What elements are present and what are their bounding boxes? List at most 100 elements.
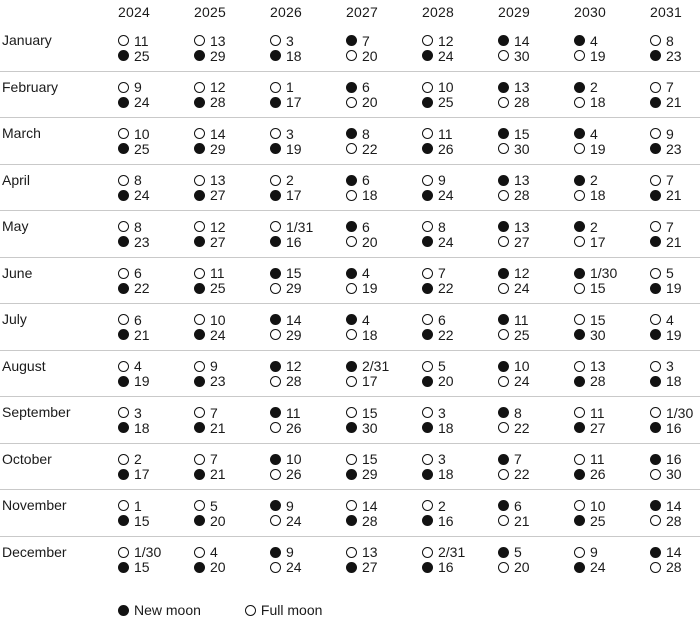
phase-date: 22 (134, 280, 150, 296)
full-moon-entry: 3 (422, 404, 494, 421)
month-label: June (2, 264, 33, 281)
phase-date: 3 (438, 404, 446, 421)
full-moon-entry: 9 (118, 79, 190, 95)
phase-cell: 15 29 (266, 265, 342, 304)
full-moon-icon (422, 500, 433, 511)
full-moon-entry: 2 (118, 451, 190, 467)
phase-date: 15 (362, 404, 378, 421)
new-moon-icon (574, 515, 585, 526)
phase-cell: 2 17 (266, 172, 342, 211)
phase-date: 9 (438, 172, 446, 188)
new-moon-icon (118, 50, 129, 61)
full-moon-entry: 13 (194, 172, 266, 188)
new-moon-entry: 24 (118, 187, 190, 203)
full-moon-entry: 6 (422, 312, 494, 328)
new-moon-entry: 30 (346, 420, 418, 436)
full-moon-entry: 9 (574, 544, 646, 560)
new-moon-icon (346, 128, 357, 139)
phase-cell: 7 21 (190, 451, 266, 490)
phase-cell: 6 18 (342, 172, 418, 211)
new-moon-entry: 5 (498, 544, 570, 560)
phase-date: 25 (210, 280, 226, 296)
new-moon-entry: 2 (574, 172, 646, 188)
full-moon-icon (498, 189, 509, 201)
full-moon-entry: 8 (118, 219, 190, 235)
phase-date: 13 (590, 358, 606, 374)
phase-date: 28 (666, 512, 682, 529)
new-moon-entry: 17 (270, 94, 342, 110)
phase-date: 20 (438, 373, 454, 389)
phase-date: 10 (210, 311, 226, 328)
full-moon-icon (346, 500, 357, 511)
new-moon-entry: 29 (346, 466, 418, 482)
phase-cell: 12 24 (418, 33, 494, 71)
new-moon-icon (650, 50, 661, 61)
full-moon-icon (194, 81, 205, 93)
phase-date: 27 (210, 187, 226, 203)
full-moon-entry: 18 (346, 187, 418, 203)
new-moon-icon (422, 422, 433, 433)
phase-cell: 13 29 (190, 33, 266, 71)
full-moon-icon (270, 174, 281, 186)
full-moon-entry: 12 (194, 219, 266, 235)
new-moon-icon (346, 174, 357, 186)
full-moon-icon (118, 546, 129, 558)
full-moon-entry: 1/30 (118, 544, 190, 560)
new-moon-icon (194, 329, 205, 340)
new-moon-icon (422, 189, 433, 201)
new-moon-icon (270, 50, 281, 61)
phase-date: 8 (134, 172, 142, 188)
phase-cell: 7 22 (418, 265, 494, 304)
new-moon-icon (118, 604, 129, 616)
full-moon-entry: 13 (194, 33, 266, 49)
new-moon-icon (346, 81, 357, 93)
full-moon-icon (574, 143, 585, 154)
phase-date: 18 (286, 47, 302, 64)
phase-cell: 4 18 (342, 312, 418, 350)
full-moon-entry: 15 (346, 404, 418, 421)
phase-date: 28 (514, 187, 530, 203)
full-moon-entry: 3 (270, 33, 342, 49)
full-moon-icon (574, 546, 585, 558)
phase-date: 26 (286, 466, 302, 482)
month-row-december: December 1/30 15 4 20 9 24 13 27 2/31 16 5 20 9 24 14 28 (0, 537, 700, 584)
full-moon-entry: 30 (498, 141, 570, 157)
phase-cell: 7 21 (190, 405, 266, 443)
new-moon-entry: 9 (270, 544, 342, 560)
phase-date: 10 (286, 451, 302, 467)
full-moon-icon (194, 360, 205, 372)
phase-date: 24 (514, 280, 530, 296)
phase-date: 17 (286, 94, 302, 110)
full-moon-entry: 8 (118, 172, 190, 188)
phase-cell: 9 23 (646, 126, 700, 164)
new-moon-icon (194, 143, 205, 154)
phase-cell: 14 28 (646, 544, 700, 584)
full-moon-icon (270, 422, 281, 433)
phase-date: 2 (590, 79, 598, 95)
new-moon-entry: 14 (650, 544, 700, 560)
new-moon-entry: 27 (346, 559, 418, 575)
full-moon-icon (270, 81, 281, 93)
full-moon-entry: 8 (422, 219, 494, 235)
new-moon-icon (498, 546, 509, 558)
phase-cell: 3 18 (646, 358, 700, 397)
new-moon-icon (346, 468, 357, 480)
new-moon-entry: 7 (346, 33, 418, 49)
phase-date: 2 (134, 451, 142, 467)
new-moon-entry: 24 (422, 234, 494, 250)
new-moon-icon (346, 422, 357, 433)
phase-date: 9 (134, 79, 142, 95)
phase-date: 27 (362, 559, 378, 575)
phase-cell: 9 23 (190, 358, 266, 397)
new-moon-icon (346, 35, 357, 46)
new-moon-entry: 18 (422, 420, 494, 436)
full-moon-entry: 1 (118, 498, 190, 514)
full-moon-icon (118, 81, 129, 93)
phase-date: 23 (134, 233, 150, 250)
phase-cell: 7 20 (342, 33, 418, 71)
full-moon-entry: 10 (194, 311, 266, 328)
full-moon-entry: 6 (118, 312, 190, 328)
phase-date: 12 (514, 265, 530, 281)
phase-date: 10 (438, 79, 454, 95)
